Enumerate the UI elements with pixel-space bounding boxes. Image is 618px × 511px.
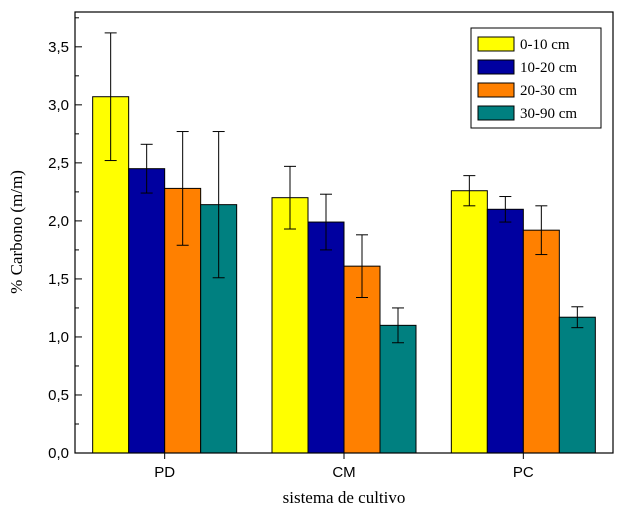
- bar-cm-4: [379, 324, 417, 454]
- y-axis: 0,0 0,5 1,0 1,5 2,0 2,5 3,0 3,5: [48, 17, 82, 462]
- y-tick-label: 0,0: [48, 445, 69, 462]
- legend-swatch-2: [477, 59, 515, 75]
- legend-label-2: 10-20 cm: [520, 60, 577, 76]
- y-axis-title: % Carbono (m/m): [7, 170, 26, 294]
- legend: 0-10 cm 10-20 cm 20-30 cm 30-90 cm: [470, 27, 602, 129]
- bar-pc-3: [522, 229, 560, 454]
- legend-label-4: 30-90 cm: [520, 106, 577, 122]
- error-bars-layer: [104, 32, 584, 344]
- y-tick-label: 3,5: [48, 39, 69, 56]
- x-tick-label-pc: PC: [513, 464, 534, 481]
- legend-label-1: 0-10 cm: [520, 37, 570, 53]
- y-tick-label: 3,0: [48, 97, 69, 114]
- x-tick-label-pd: PD: [154, 464, 175, 481]
- bar-pc-1: [450, 190, 488, 454]
- y-tick-label: 0,5: [48, 387, 69, 404]
- y-tick-label: 2,5: [48, 155, 69, 172]
- bar-pc-2: [486, 208, 524, 454]
- y-tick-label: 1,0: [48, 329, 69, 346]
- y-tick-label: 1,5: [48, 271, 69, 288]
- bar-cm-1: [271, 197, 309, 454]
- x-axis-title: sistema de cultivo: [283, 488, 406, 507]
- x-tick-label-cm: CM: [332, 464, 355, 481]
- bars-layer: [92, 96, 596, 454]
- bar-pc-4: [558, 316, 596, 454]
- legend-swatch-4: [477, 105, 515, 121]
- bar-cm-2: [307, 221, 345, 454]
- x-axis: PD CM PC: [154, 453, 534, 481]
- y-tick-label: 2,0: [48, 213, 69, 230]
- legend-swatch-1: [477, 36, 515, 52]
- legend-label-3: 20-30 cm: [520, 83, 577, 99]
- bar-pd-2: [128, 168, 166, 454]
- legend-swatch-3: [477, 82, 515, 98]
